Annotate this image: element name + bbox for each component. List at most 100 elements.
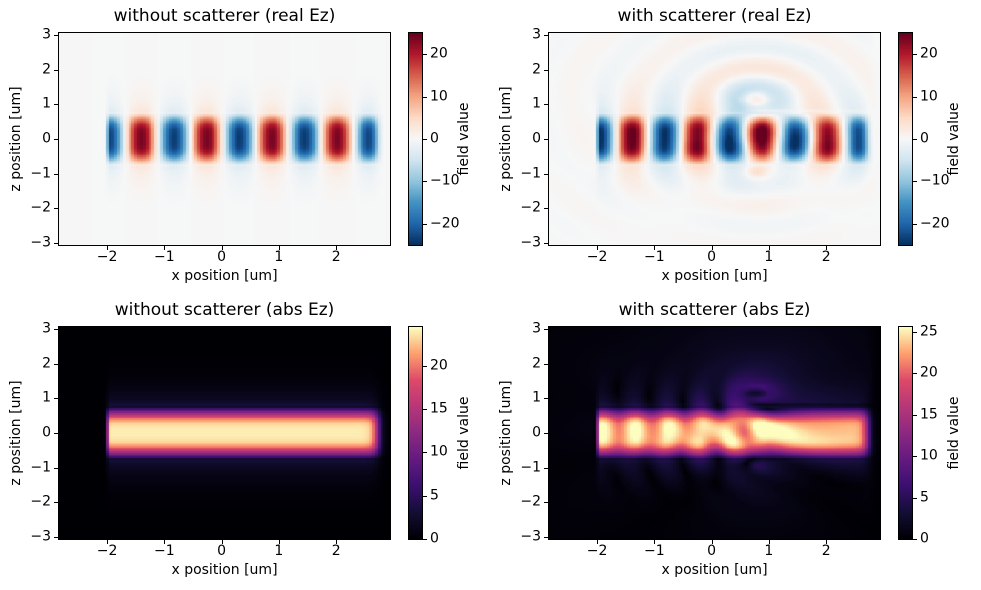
x-tick-mark xyxy=(597,246,599,250)
y-tick-label: 2 xyxy=(532,61,541,78)
colorbar-label: field value xyxy=(456,396,472,470)
y-tick-label: −1 xyxy=(30,459,51,476)
y-tick-mark xyxy=(544,467,548,469)
y-tick-label: −3 xyxy=(30,234,51,251)
x-tick-mark xyxy=(278,540,280,544)
x-tick-label: 1 xyxy=(764,249,774,265)
colorbar-tick-mark xyxy=(913,497,917,499)
x-tick-mark xyxy=(711,246,713,250)
colorbar-image xyxy=(408,32,423,246)
y-tick-mark xyxy=(544,69,548,71)
y-tick-label: 0 xyxy=(42,130,51,147)
x-tick-label: −2 xyxy=(96,543,118,559)
colorbar-tick-label: 20 xyxy=(430,357,448,374)
colorbar-tick-label: −20 xyxy=(430,215,460,232)
subplot-without-scatterer-abs-ez: without scatterer (abs Ez) x position [u… xyxy=(0,294,490,589)
colorbar-label: field value xyxy=(946,102,962,176)
y-tick-mark xyxy=(54,398,58,400)
colorbar-tick-label: 20 xyxy=(920,45,938,62)
x-tick-label: 2 xyxy=(331,543,341,559)
colorbar-tick-mark xyxy=(913,539,917,540)
x-axis-label: x position [um] xyxy=(661,268,768,284)
y-tick-label: −3 xyxy=(520,528,541,545)
colorbar-image xyxy=(898,32,913,246)
colorbar-tick-label: 25 xyxy=(920,323,938,340)
x-tick-mark xyxy=(107,540,109,544)
x-tick-label: 1 xyxy=(274,249,284,265)
y-axis-label: z position [um] xyxy=(8,380,24,486)
subplot-title: with scatterer (real Ez) xyxy=(617,6,812,26)
colorbar-tick-label: 15 xyxy=(920,406,938,423)
heatmap-image xyxy=(58,326,391,540)
x-tick-mark xyxy=(221,246,223,250)
y-tick-label: −1 xyxy=(520,459,541,476)
y-tick-label: 3 xyxy=(532,320,541,337)
x-tick-label: 0 xyxy=(217,249,227,265)
colorbar-tick-mark xyxy=(423,223,427,225)
x-tick-mark xyxy=(654,540,656,544)
x-tick-label: 1 xyxy=(274,543,284,559)
y-tick-label: 2 xyxy=(42,355,51,372)
y-tick-label: 0 xyxy=(532,424,541,441)
colorbar-image xyxy=(408,326,423,540)
colorbar-tick-label: 0 xyxy=(920,130,929,147)
colorbar-tick-label: −10 xyxy=(430,172,460,189)
x-axis-label: x position [um] xyxy=(661,562,768,578)
subplot-without-scatterer-real-ez: without scatterer (real Ez) x position [… xyxy=(0,0,490,295)
x-tick-mark xyxy=(107,246,109,250)
y-tick-label: 3 xyxy=(532,26,541,43)
subplot-with-scatterer-abs-ez: with scatterer (abs Ez) x position [um] … xyxy=(490,294,980,589)
y-tick-label: 0 xyxy=(42,424,51,441)
x-tick-mark xyxy=(164,246,166,250)
subplot-with-scatterer-real-ez: with scatterer (real Ez) x position [um]… xyxy=(490,0,980,295)
x-tick-mark xyxy=(711,540,713,544)
y-tick-label: −3 xyxy=(520,234,541,251)
colorbar-tick-mark xyxy=(423,452,427,454)
colorbar-label: field value xyxy=(456,102,472,176)
y-tick-label: 1 xyxy=(532,389,541,406)
x-axis-label: x position [um] xyxy=(171,268,278,284)
y-tick-mark xyxy=(54,173,58,175)
x-tick-mark xyxy=(336,540,338,544)
x-tick-mark xyxy=(221,540,223,544)
x-tick-label: −2 xyxy=(96,249,118,265)
x-tick-label: 2 xyxy=(821,249,831,265)
colorbar-tick-mark xyxy=(913,139,917,140)
colorbar-label: field value xyxy=(946,396,962,470)
y-tick-mark xyxy=(544,208,548,210)
x-tick-mark xyxy=(597,540,599,544)
colorbar-tick-label: 20 xyxy=(430,45,448,62)
subplot-title: without scatterer (real Ez) xyxy=(113,6,336,26)
colorbar-tick-label: 0 xyxy=(430,130,439,147)
colorbar-tick-mark xyxy=(423,495,427,497)
x-tick-label: 2 xyxy=(821,543,831,559)
y-axis-label: z position [um] xyxy=(498,380,514,486)
colorbar-tick-mark xyxy=(913,456,917,458)
y-tick-mark xyxy=(54,536,58,538)
y-tick-mark xyxy=(544,398,548,400)
colorbar-tick-mark xyxy=(913,54,917,56)
x-tick-mark xyxy=(164,540,166,544)
colorbar-tick-mark xyxy=(423,181,427,183)
heatmap-image xyxy=(58,32,391,246)
colorbar-tick-label: 0 xyxy=(430,530,439,547)
x-tick-label: 0 xyxy=(707,249,717,265)
y-tick-mark xyxy=(544,242,548,244)
y-tick-label: 1 xyxy=(42,95,51,112)
y-tick-label: 0 xyxy=(532,130,541,147)
y-tick-label: 2 xyxy=(42,61,51,78)
y-tick-mark xyxy=(54,139,58,140)
y-tick-mark xyxy=(54,69,58,71)
y-tick-mark xyxy=(544,536,548,538)
x-tick-label: −1 xyxy=(644,249,665,265)
colorbar-tick-mark xyxy=(423,54,427,56)
y-tick-mark xyxy=(54,467,58,469)
colorbar-image xyxy=(898,326,913,540)
y-tick-label: −1 xyxy=(30,165,51,182)
y-tick-label: −2 xyxy=(520,493,541,510)
colorbar-tick-mark xyxy=(913,181,917,183)
x-tick-label: 2 xyxy=(331,249,341,265)
colorbar-tick-mark xyxy=(913,414,917,416)
y-tick-mark xyxy=(54,433,58,434)
